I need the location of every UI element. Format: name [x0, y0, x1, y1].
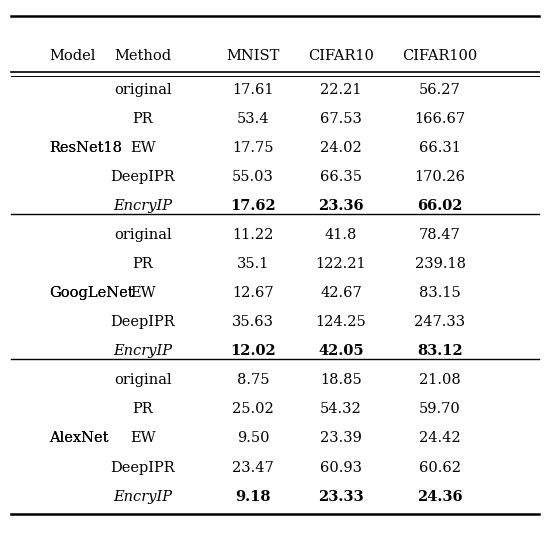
- Text: 12.02: 12.02: [230, 344, 276, 358]
- Text: ResNet18: ResNet18: [50, 141, 123, 155]
- Text: EW: EW: [130, 286, 156, 300]
- Text: 60.62: 60.62: [419, 461, 461, 475]
- Text: 25.02: 25.02: [232, 402, 274, 416]
- Text: ResNet18: ResNet18: [50, 141, 123, 155]
- Text: 67.53: 67.53: [320, 112, 362, 126]
- Text: DeepIPR: DeepIPR: [111, 461, 175, 475]
- Text: 21.08: 21.08: [419, 373, 461, 387]
- Text: GoogLeNet: GoogLeNet: [50, 286, 134, 300]
- Text: original: original: [114, 83, 172, 97]
- Text: 53.4: 53.4: [236, 112, 270, 126]
- Text: 17.75: 17.75: [232, 141, 274, 155]
- Text: original: original: [114, 228, 172, 242]
- Text: 59.70: 59.70: [419, 402, 461, 416]
- Text: Model: Model: [50, 49, 96, 63]
- Text: 24.02: 24.02: [320, 141, 362, 155]
- Text: 12.67: 12.67: [232, 286, 274, 300]
- Text: 9.50: 9.50: [236, 431, 270, 445]
- Text: PR: PR: [133, 257, 153, 271]
- Text: 22.21: 22.21: [320, 83, 362, 97]
- Text: 56.27: 56.27: [419, 83, 461, 97]
- Text: 23.47: 23.47: [232, 461, 274, 475]
- Text: original: original: [114, 373, 172, 387]
- Text: GoogLeNet: GoogLeNet: [50, 286, 134, 300]
- Text: 124.25: 124.25: [316, 315, 366, 329]
- Text: 35.63: 35.63: [232, 315, 274, 329]
- Text: 18.85: 18.85: [320, 373, 362, 387]
- Text: 66.31: 66.31: [419, 141, 461, 155]
- Text: EncryIP: EncryIP: [113, 490, 173, 504]
- Text: 42.05: 42.05: [318, 344, 364, 358]
- Text: Method: Method: [114, 49, 172, 63]
- Text: 78.47: 78.47: [419, 228, 461, 242]
- Text: CIFAR100: CIFAR100: [403, 49, 477, 63]
- Text: 55.03: 55.03: [232, 170, 274, 184]
- Text: 11.22: 11.22: [232, 228, 274, 242]
- Text: 66.02: 66.02: [417, 199, 463, 213]
- Text: 60.93: 60.93: [320, 461, 362, 475]
- Text: MNIST: MNIST: [226, 49, 280, 63]
- Text: 23.36: 23.36: [318, 199, 364, 213]
- Text: PR: PR: [133, 402, 153, 416]
- Text: 24.42: 24.42: [419, 431, 461, 445]
- Text: 8.75: 8.75: [236, 373, 270, 387]
- Text: 35.1: 35.1: [237, 257, 269, 271]
- Text: 170.26: 170.26: [415, 170, 465, 184]
- Text: 24.36: 24.36: [417, 490, 463, 504]
- Text: 166.67: 166.67: [415, 112, 465, 126]
- Text: 66.35: 66.35: [320, 170, 362, 184]
- Text: 23.33: 23.33: [318, 490, 364, 504]
- Text: 17.61: 17.61: [232, 83, 274, 97]
- Text: 83.15: 83.15: [419, 286, 461, 300]
- Text: 9.18: 9.18: [235, 490, 271, 504]
- Text: DeepIPR: DeepIPR: [111, 170, 175, 184]
- Text: 41.8: 41.8: [325, 228, 357, 242]
- Text: CIFAR10: CIFAR10: [308, 49, 374, 63]
- Text: AlexNet: AlexNet: [50, 431, 109, 445]
- Text: EncryIP: EncryIP: [113, 344, 173, 358]
- Text: 54.32: 54.32: [320, 402, 362, 416]
- Text: 83.12: 83.12: [417, 344, 463, 358]
- Text: EW: EW: [130, 141, 156, 155]
- Text: 23.39: 23.39: [320, 431, 362, 445]
- Text: 122.21: 122.21: [316, 257, 366, 271]
- Text: DeepIPR: DeepIPR: [111, 315, 175, 329]
- Text: 17.62: 17.62: [230, 199, 276, 213]
- Text: EncryIP: EncryIP: [113, 199, 173, 213]
- Text: 247.33: 247.33: [415, 315, 465, 329]
- Text: 239.18: 239.18: [415, 257, 465, 271]
- Text: PR: PR: [133, 112, 153, 126]
- Text: 42.67: 42.67: [320, 286, 362, 300]
- Text: AlexNet: AlexNet: [50, 431, 109, 445]
- Text: EW: EW: [130, 431, 156, 445]
